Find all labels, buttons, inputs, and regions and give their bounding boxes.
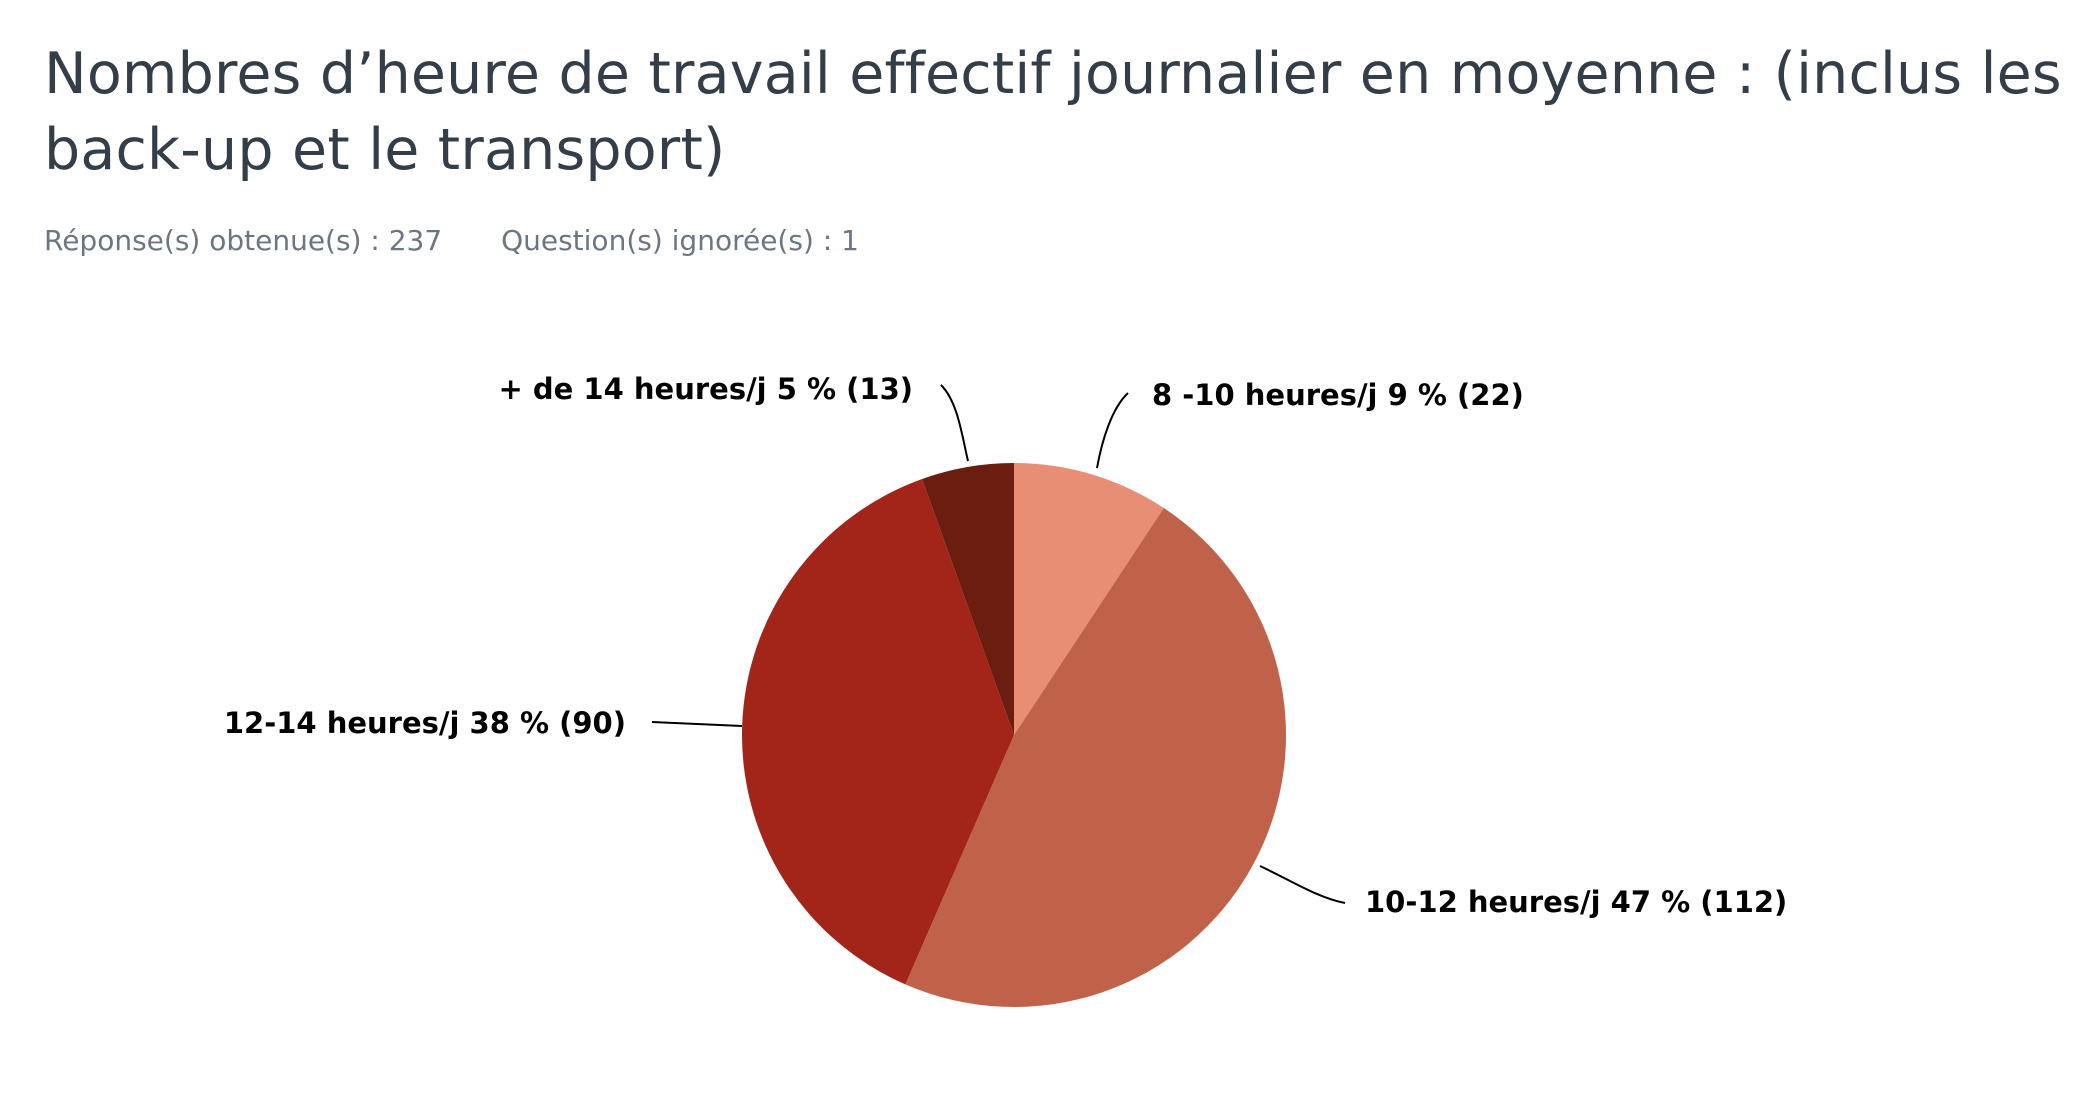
- leader-line-8-10-heures-j: [1096, 392, 1129, 469]
- leader-line-12-14-heures-j: [651, 721, 743, 727]
- response-stats: Réponse(s) obtenue(s) : 237 Question(s) …: [44, 224, 859, 257]
- pie-slice-10-12-heures-j[interactable]: [905, 507, 1286, 1008]
- pie-slice-8-10-heures-j[interactable]: [1014, 463, 1164, 735]
- pie-slice-12-14-heures-j[interactable]: [742, 479, 1014, 985]
- pie-slice-de-14-heures-j[interactable]: [922, 463, 1014, 735]
- slice-label-12-14-heures-j: 12-14 heures/j 38 % (90): [224, 706, 626, 740]
- leader-line-de-14-heures-j: [940, 384, 969, 462]
- answered-count: Réponse(s) obtenue(s) : 237: [44, 224, 443, 257]
- leader-line-10-12-heures-j: [1259, 865, 1346, 904]
- skipped-count: Question(s) ignorée(s) : 1: [501, 224, 859, 257]
- question-title: Nombres d’heure de travail effectif jour…: [44, 41, 2062, 183]
- slice-label-10-12-heures-j: 10-12 heures/j 47 % (112): [1365, 885, 1787, 919]
- slice-label-8-10-heures-j: 8 -10 heures/j 9 % (22): [1152, 378, 1524, 412]
- slice-label-de-14-heures-j: + de 14 heures/j 5 % (13): [499, 372, 913, 406]
